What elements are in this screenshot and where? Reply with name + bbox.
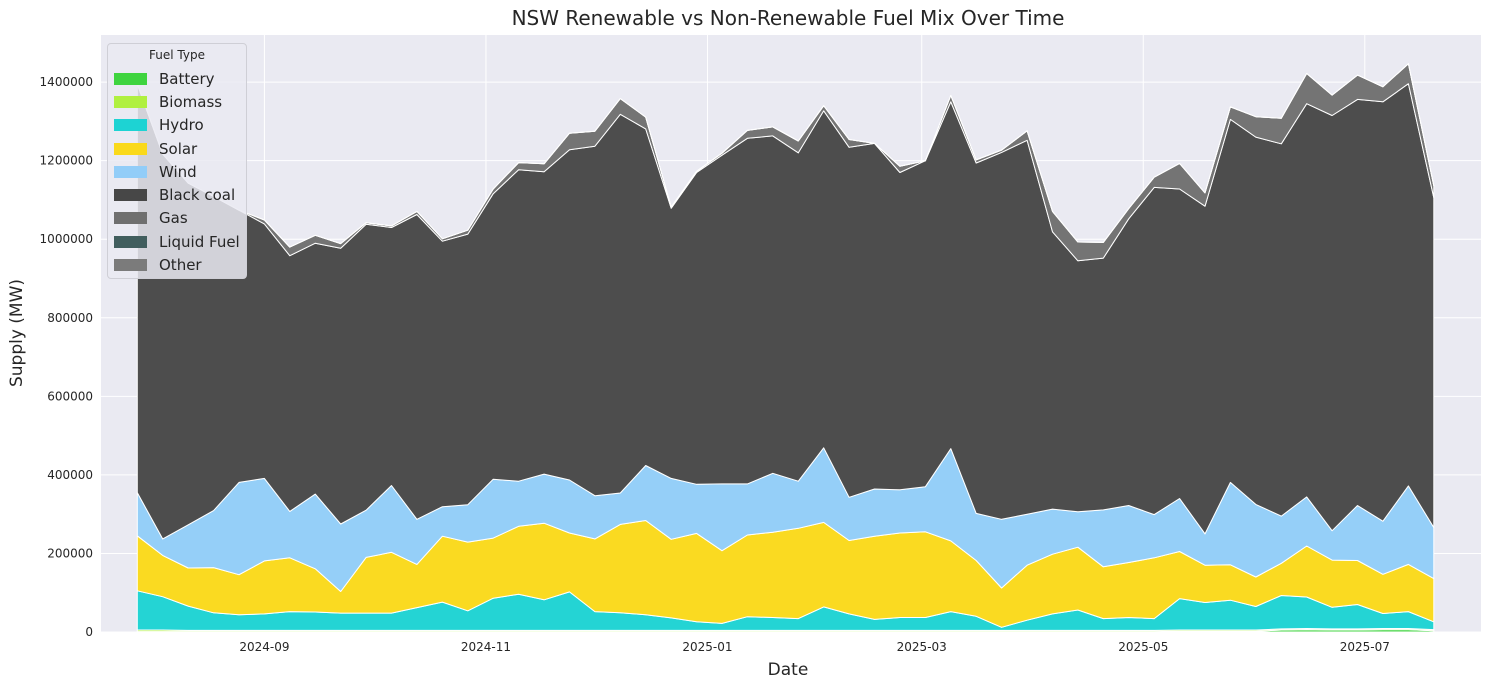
y-tick-label: 800000 (47, 311, 93, 325)
axis-ticks: 0 200000 400000 600000 800000 1000000 1200000 1… (40, 75, 1390, 654)
y-tick-label: 0 (85, 625, 93, 639)
legend-item-black-coal: Black coal (114, 183, 240, 206)
legend-swatch (114, 119, 147, 132)
legend-item-solar: Solar (114, 137, 240, 160)
legend-label: Gas (159, 209, 188, 228)
legend-item-battery: Battery (114, 67, 240, 90)
legend-label: Solar (159, 139, 198, 158)
legend-label: Battery (159, 69, 215, 88)
y-tick-label: 600000 (47, 389, 93, 403)
legend-item-gas: Gas (114, 207, 240, 230)
area-layers (136, 63, 1435, 633)
legend-item-other: Other (114, 253, 240, 276)
y-axis-label: Supply (MW) (7, 279, 27, 387)
legend-label: Biomass (159, 92, 223, 111)
legend-swatch (114, 142, 147, 155)
x-tick-label: 2025-07 (1340, 640, 1390, 654)
legend-swatch (114, 235, 147, 248)
legend-title: Fuel Type (149, 48, 205, 62)
legend-label: Liquid Fuel (159, 232, 240, 251)
area-other (136, 63, 1435, 248)
x-tick-label: 2025-01 (682, 640, 732, 654)
y-tick-label: 1000000 (40, 232, 93, 246)
legend-items: Battery Biomass Hydro Solar Wind Black coal Ga… (114, 67, 240, 277)
x-tick-label: 2024-11 (461, 640, 511, 654)
legend-item-biomass: Biomass (114, 90, 240, 113)
x-tick-label: 2025-03 (897, 640, 947, 654)
legend-swatch (114, 189, 147, 202)
legend-swatch (114, 72, 147, 85)
legend-label: Black coal (159, 186, 236, 205)
legend-label: Hydro (159, 116, 204, 135)
legend: Fuel Type Battery Biomass Hydro Solar Wind Bl… (107, 43, 247, 279)
chart-title: NSW Renewable vs Non-Renewable Fuel Mix … (512, 6, 1065, 30)
y-tick-label: 1400000 (40, 75, 93, 89)
y-tick-label: 1200000 (40, 154, 93, 168)
x-axis-label: Date (768, 660, 809, 680)
legend-swatch (114, 259, 147, 272)
legend-label: Wind (159, 162, 197, 181)
legend-swatch (114, 165, 147, 178)
legend-item-wind: Wind (114, 160, 240, 183)
x-tick-label: 2025-05 (1118, 640, 1168, 654)
legend-item-liquid-fuel: Liquid Fuel (114, 230, 240, 253)
y-tick-label: 200000 (47, 546, 93, 560)
legend-swatch (114, 95, 147, 108)
y-tick-label: 400000 (47, 468, 93, 482)
x-tick-label: 2024-09 (239, 640, 289, 654)
legend-swatch (114, 212, 147, 225)
legend-item-hydro: Hydro (114, 114, 240, 137)
legend-label: Other (159, 256, 202, 275)
